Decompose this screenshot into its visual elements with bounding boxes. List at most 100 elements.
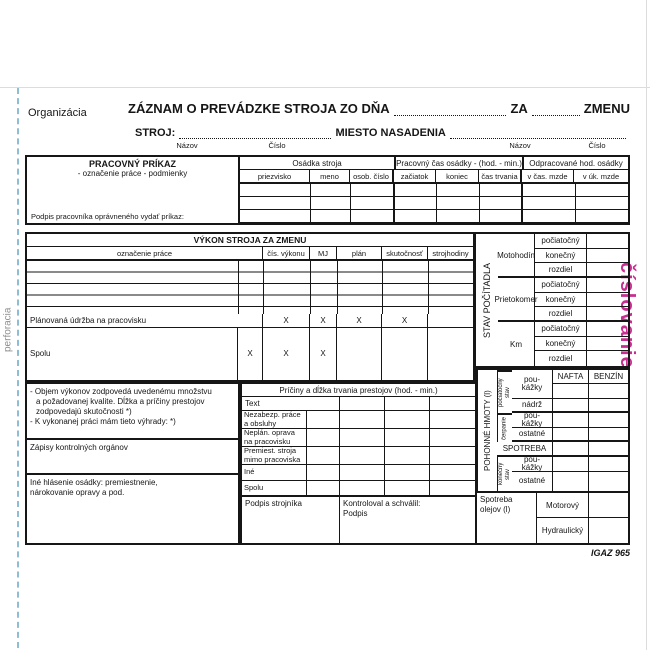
work-order-subtitle: - označenie práce - podmienky [77, 169, 188, 178]
work-order-signature-note: Podpis pracovníka oprávneného vydať prík… [31, 212, 184, 221]
empty-cell [385, 481, 430, 497]
crew-group-header: Osádka stroja [292, 158, 342, 168]
page-top-edge [0, 87, 650, 88]
fuel-col-benzin: BENZÍN [589, 370, 628, 384]
downtime-row-label: Neplán. oprava na pracovisku [242, 429, 307, 447]
fuel-vouchers-label: pou- kážky [512, 455, 553, 472]
dotted-line-date [393, 105, 507, 116]
oil-motor-label: Motorový [537, 493, 589, 518]
fuel-table: POHONNÉ HMOTY (l) počiatočný stav pou- k… [475, 368, 630, 493]
empty-cell [385, 429, 430, 447]
empty-cell [553, 442, 589, 457]
grid-line [393, 184, 395, 223]
empty-cell [587, 249, 628, 264]
x-mark: X [310, 313, 337, 327]
downtime-row-label: Iné [242, 465, 307, 481]
grid-line [479, 184, 480, 223]
empty-cell [340, 429, 385, 447]
empty-cell [382, 327, 428, 380]
col-personal-number: osob. číslo [350, 170, 394, 182]
performance-empty-rows [27, 261, 473, 314]
counter-initial-label: počiatočný [535, 234, 587, 249]
machine-name-sublabel: Názov [176, 141, 198, 150]
fuel-col-nafta: NAFTA [553, 370, 589, 384]
empty-cell [587, 293, 628, 308]
fuel-other-label: ostatné [512, 428, 553, 442]
dotted-line-shift [531, 105, 580, 116]
operator-signature-cell: Podpis strojníka [242, 497, 340, 543]
counter-initial-label: počiatočný [535, 278, 587, 293]
x-mark: X [263, 327, 310, 380]
empty-cell [589, 399, 628, 413]
performance-header-row: označenie práce čís. výkonu MJ plán skut… [27, 247, 473, 261]
grid-line [382, 261, 383, 314]
col-performance-number: čís. výkonu [263, 247, 310, 259]
col-unit: MJ [310, 247, 337, 259]
empty-cell [385, 411, 430, 429]
form-title-row: ZÁZNAM O PREVÁDZKE STROJA ZO DŇA ZA ZMEN… [128, 101, 630, 116]
counter-final-label: konečný [535, 336, 587, 352]
grid-line [436, 184, 437, 223]
zmenu-label: ZMENU [583, 101, 630, 116]
downtime-title: Príčiny a dĺžka trvania prestojov (hod. … [242, 384, 475, 397]
counter-state-table: STAV POČÍTADLA Motohodín Prietokomer Km … [475, 232, 630, 368]
empty-cell [307, 429, 340, 447]
empty-cell [587, 278, 628, 293]
declaration-line: - K vykonanej práci mám tieto výhrady: *… [30, 417, 176, 426]
grid-line [350, 184, 351, 223]
total-label: Spolu [27, 327, 238, 380]
empty-cell [307, 411, 340, 429]
machine-label: STROJ: [135, 127, 176, 139]
meter-km: Km [498, 322, 535, 366]
empty-cell [589, 384, 628, 399]
empty-cell [587, 307, 628, 322]
empty-cell [587, 234, 628, 249]
empty-cell [385, 447, 430, 465]
maintenance-label: Plánovaná údržba na pracovisku [27, 313, 263, 327]
counter-final-label: konečný [535, 248, 587, 264]
approver-signature-cell: Kontroloval a schválil: Podpis [343, 499, 421, 518]
col-machine-hours: strojhodiny [432, 248, 469, 258]
empty-cell [428, 328, 473, 381]
downtime-table: Príčiny a dĺžka trvania prestojov (hod. … [240, 382, 475, 545]
fuel-title: POHONNÉ HMOTY (l) [477, 370, 497, 491]
form-code: IGAZ 965 [590, 548, 630, 558]
machine-number-sublabel: Číslo [268, 141, 286, 150]
empty-cell [430, 429, 475, 447]
empty-cell [553, 384, 589, 399]
fuel-tank-label: nádrž [512, 399, 553, 413]
x-mark: X [337, 313, 382, 327]
perforation-dashed-line [17, 88, 19, 648]
other-report-box: Iné hlásenie osádky: premiestnenie, náro… [30, 478, 158, 498]
empty-cell [587, 322, 628, 337]
column-header-row: priezvisko meno osob. číslo začiatok kon… [240, 170, 628, 184]
empty-cell [553, 413, 589, 428]
empty-cell [589, 457, 628, 472]
za-label: ZA [510, 101, 528, 116]
x-mark: X [263, 313, 310, 327]
col-start: začiatok [394, 170, 436, 182]
empty-cell [340, 447, 385, 465]
performance-title: VÝKON STROJA ZA ZMENU [27, 234, 473, 247]
work-order-table: PRACOVNÝ PRÍKAZ - označenie práce - podm… [25, 155, 630, 225]
downtime-row-label: Premiest. stroja mimo pracoviska [242, 447, 307, 465]
empty-cell [430, 447, 475, 465]
empty-cell [553, 428, 589, 442]
empty-cell [589, 518, 628, 543]
empty-cell [307, 465, 340, 481]
performance-table: VÝKON STROJA ZA ZMENU označenie práce čí… [25, 232, 475, 382]
empty-cell [340, 465, 385, 481]
empty-cell [589, 493, 628, 518]
empty-cell [340, 481, 385, 497]
downtime-total-label: Spolu [242, 481, 307, 497]
grid-line [263, 261, 264, 314]
empty-cell [340, 411, 385, 429]
inspection-box: Zápisy kontrolných orgánov [27, 440, 238, 475]
empty-cell [340, 397, 385, 411]
col-surname: priezvisko [240, 170, 310, 182]
empty-cell [587, 351, 628, 366]
work-order-grid: Osádka stroja Pracovný čas osádky - (hod… [240, 157, 628, 223]
x-mark: X [238, 327, 263, 380]
x-mark: X [310, 327, 337, 380]
col-duration: čas trvania [479, 170, 522, 182]
